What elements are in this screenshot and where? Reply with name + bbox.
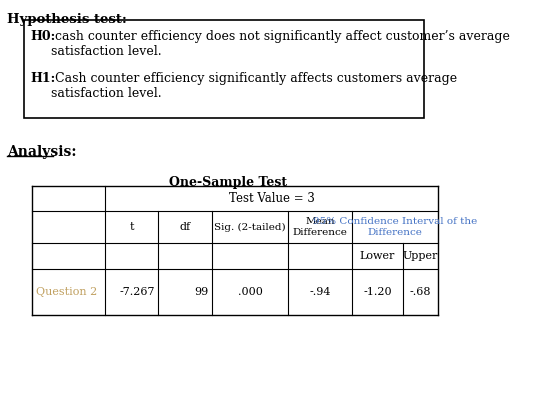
Text: 95% Confidence Interval of the
Difference: 95% Confidence Interval of the Differenc… [313,217,478,237]
Text: Lower: Lower [360,251,395,261]
Text: Cash counter efficiency significantly affects customers average
satisfaction lev: Cash counter efficiency significantly af… [50,72,457,100]
Text: Analysis:: Analysis: [7,145,76,159]
Text: Sig. (2-tailed): Sig. (2-tailed) [215,223,286,232]
Text: cash counter efficiency does not significantly affect customer’s average
satisfa: cash counter efficiency does not signifi… [50,30,509,58]
Text: df: df [180,222,191,232]
Text: Hypothesis test:: Hypothesis test: [7,13,127,26]
Text: t: t [130,222,134,232]
Text: Mean
Difference: Mean Difference [293,217,347,237]
Text: Question 2: Question 2 [36,287,98,297]
Text: One-Sample Test: One-Sample Test [169,176,287,189]
Text: .000: .000 [238,287,263,297]
Text: -.68: -.68 [410,287,431,297]
Text: Upper: Upper [403,251,438,261]
Text: -1.20: -1.20 [363,287,392,297]
Text: -7.267: -7.267 [120,287,155,297]
Text: -.94: -.94 [309,287,331,297]
Text: 99: 99 [195,287,209,297]
FancyBboxPatch shape [24,20,424,118]
Text: H1:: H1: [30,72,56,85]
Text: Test Value = 3: Test Value = 3 [229,192,315,205]
Text: H0:: H0: [30,30,56,43]
